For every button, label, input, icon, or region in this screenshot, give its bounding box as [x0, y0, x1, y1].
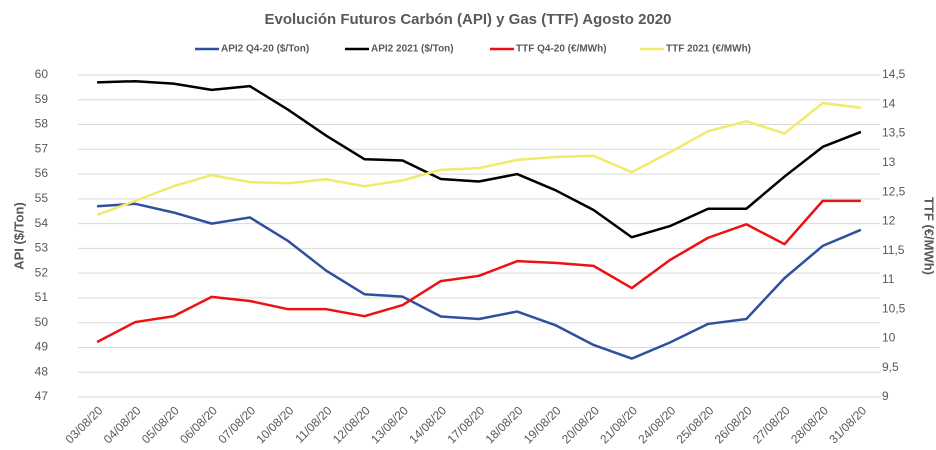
x-tick-label: 12/08/20	[330, 403, 373, 446]
legend-label: API2 Q4-20 ($/Ton)	[221, 44, 309, 55]
y2-tick-label: 13,5	[882, 126, 906, 140]
x-tick-label: 07/08/20	[215, 403, 258, 446]
y2-tick-label: 12,5	[882, 184, 906, 198]
x-tick-label: 27/08/20	[750, 403, 793, 446]
y2-tick-label: 10	[882, 331, 896, 345]
y2-tick-label: 11,5	[882, 243, 905, 257]
series-line	[96, 199, 861, 344]
y-tick-label: 60	[35, 67, 49, 81]
y2-tick-label: 13	[882, 155, 896, 169]
y-tick-label: 52	[35, 265, 49, 279]
legend-label: TTF 2021 (€/MWh)	[666, 44, 751, 55]
series-line	[97, 202, 862, 360]
y-tick-label: 59	[35, 92, 49, 106]
x-tick-label: 26/08/20	[712, 403, 755, 446]
x-tick-label: 21/08/20	[597, 403, 640, 446]
x-tick-label: 10/08/20	[253, 403, 296, 446]
legend-label: API2 2021 ($/Ton)	[371, 44, 454, 55]
x-tick-label: 18/08/20	[483, 403, 526, 446]
y2-tick-label: 11	[882, 272, 895, 286]
y-tick-label: 58	[35, 117, 49, 131]
legend-label: TTF Q4-20 (€/MWh)	[516, 44, 607, 55]
x-tick-label: 25/08/20	[674, 403, 717, 446]
x-tick-label: 31/08/20	[826, 403, 869, 446]
x-tick-label: 14/08/20	[406, 403, 449, 446]
x-tick-label: 05/08/20	[139, 403, 182, 446]
y-axis-title: API ($/Ton)	[11, 202, 26, 270]
series-line	[96, 101, 862, 217]
y2-tick-label: 9,5	[882, 360, 899, 374]
y-tick-label: 47	[35, 389, 49, 403]
y-tick-label: 51	[35, 290, 49, 304]
x-tick-label: 28/08/20	[788, 403, 831, 446]
x-tick-label: 19/08/20	[521, 403, 564, 446]
y-tick-label: 49	[35, 340, 49, 354]
x-tick-label: 17/08/20	[444, 403, 487, 446]
y2-tick-label: 14,5	[882, 67, 906, 81]
y2-tick-label: 9	[882, 389, 889, 403]
y-tick-label: 50	[35, 315, 49, 329]
x-tick-label: 24/08/20	[635, 403, 678, 446]
x-tick-label: 06/08/20	[177, 403, 220, 446]
y2-tick-label: 14	[882, 96, 896, 110]
chart-title: Evolución Futuros Carbón (API) y Gas (TT…	[265, 11, 672, 28]
series-line	[97, 79, 862, 239]
y-tick-label: 54	[35, 216, 49, 230]
x-tick-label: 20/08/20	[559, 403, 602, 446]
y2-tick-label: 12	[882, 214, 896, 228]
x-tick-label: 13/08/20	[368, 403, 411, 446]
y-tick-label: 53	[35, 241, 49, 255]
y-tick-label: 48	[35, 364, 49, 378]
x-tick-label: 04/08/20	[101, 403, 144, 446]
y-tick-label: 56	[35, 166, 49, 180]
x-tick-label: 03/08/20	[63, 403, 106, 446]
y-tick-label: 57	[35, 141, 49, 155]
y-tick-label: 55	[35, 191, 49, 205]
y2-tick-label: 10,5	[882, 301, 906, 315]
y2-axis-title: TTF (€/MWh)	[922, 197, 936, 275]
x-tick-label: 11/08/20	[292, 403, 335, 446]
